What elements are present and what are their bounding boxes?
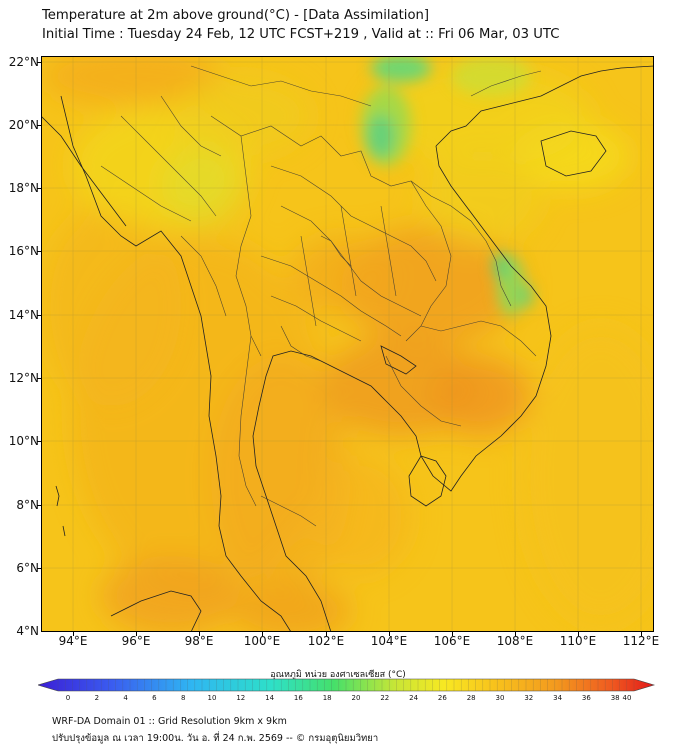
lat-tick — [37, 251, 41, 252]
lon-tick — [515, 632, 516, 636]
coastlines — [41, 65, 654, 632]
colorbar-tick-label: 4 — [123, 694, 128, 702]
lon-label: 94°E — [58, 634, 88, 648]
colorbar-tick-label: 24 — [409, 694, 419, 702]
lat-label: 4°N — [16, 624, 39, 638]
lat-tick — [37, 505, 41, 506]
colorbar-tick-label: 16 — [293, 694, 303, 702]
lat-tick — [37, 125, 41, 126]
colorbar-tick-label: 2 — [94, 694, 100, 702]
lat-tick — [37, 378, 41, 379]
lon-label: 96°E — [121, 634, 151, 648]
colorbar-tick-label: 10 — [207, 694, 217, 702]
lat-tick — [37, 188, 41, 189]
colorbar — [38, 678, 656, 692]
colorbar-tick-label: 34 — [553, 694, 563, 702]
lat-tick — [37, 568, 41, 569]
lon-label: 98°E — [184, 634, 214, 648]
colorbar-tick-label: 26 — [437, 694, 447, 702]
lon-tick — [389, 632, 390, 636]
lon-label: 102°E — [307, 634, 345, 648]
colorbar-tick-label: 22 — [380, 694, 390, 702]
lon-tick — [262, 632, 263, 636]
lon-tick — [578, 632, 579, 636]
lat-label: 16°N — [8, 244, 39, 258]
lon-label: 104°E — [370, 634, 408, 648]
colorbar-tick-label: 20 — [351, 694, 361, 702]
colorbar-tick-label: 6 — [152, 694, 157, 702]
lon-tick — [136, 632, 137, 636]
lon-tick — [641, 632, 642, 636]
lon-label: 106°E — [433, 634, 471, 648]
lat-tick — [37, 62, 41, 63]
colorbar-tick-label: 14 — [265, 694, 275, 702]
lat-tick — [37, 441, 41, 442]
colorbar-tick-label: 32 — [524, 694, 534, 702]
colorbar-tick-label: 36 — [581, 694, 591, 702]
lat-label: 8°N — [16, 498, 39, 512]
footer-domain-info: WRF-DA Domain 01 :: Grid Resolution 9km … — [52, 716, 287, 727]
lat-label: 18°N — [8, 181, 39, 195]
lat-label: 6°N — [16, 561, 39, 575]
footer-update-info: ปรับปรุงข้อมูล ณ เวลา 19:00น. วัน อ. ที่… — [52, 733, 379, 744]
lat-label: 20°N — [8, 118, 39, 132]
lon-label: 112°E — [622, 634, 660, 648]
colorbar-tick-label: 12 — [236, 694, 246, 702]
lat-label: 12°N — [8, 371, 39, 385]
lon-label: 110°E — [559, 634, 597, 648]
map-title: Temperature at 2m above ground(°C) - [Da… — [42, 8, 430, 23]
temperature-map — [41, 56, 654, 632]
lon-label: 108°E — [496, 634, 534, 648]
colorbar-tick-label: 38 — [610, 694, 620, 702]
lon-label: 100°E — [243, 634, 281, 648]
colorbar-tick-label: 40 — [622, 694, 632, 702]
borders — [100, 65, 542, 527]
lat-label: 22°N — [8, 55, 39, 69]
lat-label: 10°N — [8, 434, 39, 448]
colorbar-tick-label: 0 — [65, 694, 71, 702]
colorbar-tick-label: 18 — [322, 694, 332, 702]
colorbar-tick-label: 8 — [180, 694, 186, 702]
lat-label: 14°N — [8, 308, 39, 322]
colorbar-tick-label: 30 — [495, 694, 505, 702]
lon-tick — [452, 632, 453, 636]
lat-tick — [37, 315, 41, 316]
map-subtitle: Initial Time : Tuesday 24 Feb, 12 UTC FC… — [42, 27, 560, 42]
lon-tick — [73, 632, 74, 636]
colorbar-title: อุณหภูมิ หน่วย องศาเซลเซียส (°C) — [270, 670, 406, 680]
colorbar-tick-label: 28 — [466, 694, 476, 702]
lon-tick — [326, 632, 327, 636]
lon-tick — [199, 632, 200, 636]
temperature-field — [41, 56, 654, 632]
